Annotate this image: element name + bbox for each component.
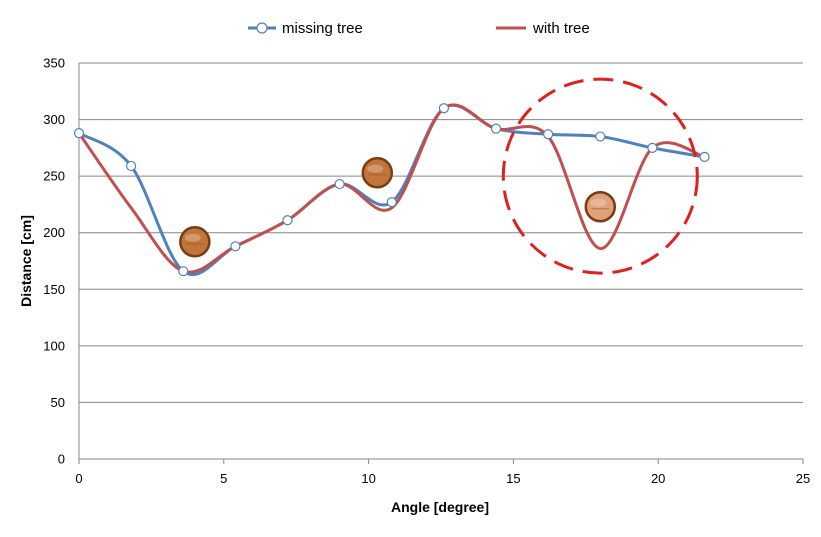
y-tick-label: 0 (58, 452, 65, 467)
data-point-missing-tree (490, 123, 502, 134)
x-tick-labels: 0 5 10 15 20 25 (75, 471, 810, 486)
data-point-missing-tree (178, 266, 189, 277)
series-line-with-tree (77, 103, 707, 274)
y-tick-label: 50 (51, 395, 65, 410)
y-tick-label: 100 (43, 338, 65, 353)
legend: missing tree with tree (248, 20, 590, 37)
tree-icon-highlight (184, 233, 201, 242)
data-point-missing-tree (647, 142, 658, 153)
tree-icon (361, 156, 394, 189)
tree-icon-highlight (367, 164, 384, 173)
data-point-missing-tree (543, 129, 554, 140)
x-tick-label: 25 (796, 471, 810, 486)
x-axis-title: Angle [degree] (391, 499, 489, 515)
x-tick-label: 20 (651, 471, 665, 486)
highlight-circle (501, 77, 699, 275)
x-tick-label: 10 (361, 471, 375, 486)
data-point-missing-tree (595, 131, 606, 142)
data-point-missing-tree (282, 215, 293, 226)
y-tick-label: 350 (43, 56, 65, 71)
axes (78, 63, 804, 464)
tree-icon (584, 190, 617, 223)
x-tick-label: 0 (75, 471, 82, 486)
y-tick-label: 200 (43, 225, 65, 240)
y-tick-label: 150 (43, 282, 65, 297)
annotations (179, 77, 699, 275)
y-tick-label: 250 (43, 169, 65, 184)
legend-label-missing-tree: missing tree (282, 20, 363, 37)
y-axis-title: Distance [cm] (18, 215, 34, 307)
legend-label-with-tree: with tree (532, 20, 590, 37)
data-series (73, 103, 710, 277)
y-tick-label: 300 (43, 112, 65, 127)
data-point-missing-tree (438, 103, 449, 114)
data-point-missing-tree (73, 128, 85, 139)
tree-icon (179, 226, 211, 258)
data-point-missing-tree (386, 197, 397, 208)
data-point-missing-tree (334, 178, 345, 190)
x-tick-label: 15 (506, 471, 520, 486)
tree-icon-highlight (590, 198, 607, 207)
y-tick-labels: 0 50 100 150 200 250 300 350 (43, 56, 65, 467)
x-tick-label: 5 (220, 471, 227, 486)
series-line-missing-tree (77, 103, 707, 276)
data-point-missing-tree (699, 151, 710, 163)
data-point-missing-tree (230, 241, 241, 252)
data-point-missing-tree (126, 160, 137, 172)
legend-marker-missing-tree (256, 22, 268, 34)
